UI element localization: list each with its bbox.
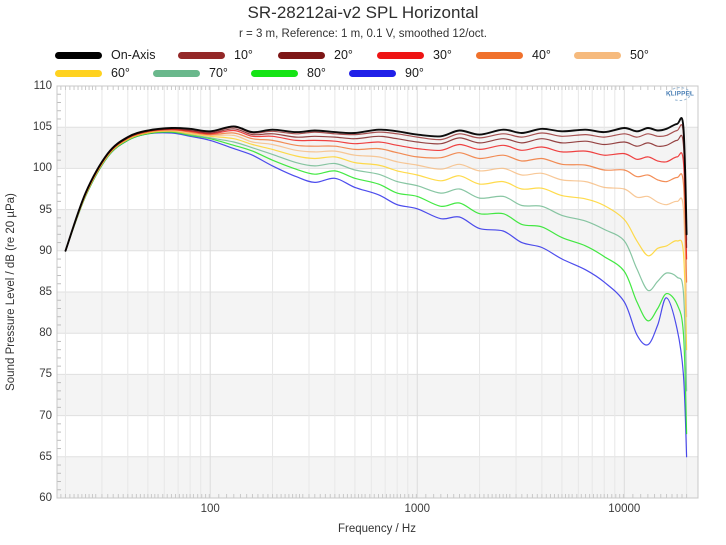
y-tick-label: 60 <box>39 492 52 504</box>
series-curve-40 <box>64 129 688 283</box>
legend-item-label: 20° <box>334 48 353 62</box>
legend-swatch <box>55 51 102 59</box>
legend-item-20[interactable]: 20° <box>278 48 353 62</box>
legend-item-label: 70° <box>209 66 228 80</box>
legend-item-label: 40° <box>532 48 551 62</box>
legend-swatch <box>55 69 102 77</box>
klippel-logo-text: KLIPPEL <box>666 91 694 98</box>
legend-item-label: 90° <box>405 66 424 80</box>
legend-swatch <box>377 51 424 59</box>
series-curve-30 <box>64 129 688 260</box>
y-tick-label: 90 <box>39 244 52 257</box>
series-curve-on-axis <box>64 117 688 252</box>
legend-item-label: 80° <box>307 66 326 80</box>
plot-band <box>57 168 698 210</box>
x-axis-title: Frequency / Hz <box>338 523 416 535</box>
legend-item-60[interactable]: 60° <box>55 66 130 80</box>
legend-swatch <box>251 69 298 77</box>
y-tick-label: 95 <box>39 203 52 216</box>
y-tick-label: 70 <box>39 409 52 422</box>
klippel-logo-arc <box>668 87 691 102</box>
y-tick-label: 105 <box>32 121 52 134</box>
y-tick-label: 65 <box>39 450 52 463</box>
legend-item-label: 10° <box>234 48 253 62</box>
plot-band <box>57 333 698 375</box>
legend-swatch <box>574 51 621 59</box>
plot-band <box>57 374 698 416</box>
legend-swatch <box>278 51 325 59</box>
legend-item-label: 30° <box>433 48 452 62</box>
curves-group <box>64 117 688 458</box>
y-tick-label: 75 <box>39 368 52 381</box>
legend-item-50[interactable]: 50° <box>574 48 649 62</box>
legend-swatch <box>153 69 200 77</box>
legend-item-40[interactable]: 40° <box>476 48 551 62</box>
plot-border <box>56 85 699 499</box>
legend-item-30[interactable]: 30° <box>377 48 452 62</box>
series-curve-90 <box>64 132 688 458</box>
plot-band <box>57 415 698 457</box>
chart-title: SR-28212ai-v2 SPL Horizontal <box>247 3 479 22</box>
legend-swatch <box>349 69 396 77</box>
legend-item-on-axis[interactable]: On-Axis <box>55 48 155 62</box>
y-tick-label: 80 <box>39 327 52 340</box>
plot-band <box>57 86 698 128</box>
legend-swatch <box>178 51 225 59</box>
legend-item-label: 50° <box>630 48 649 62</box>
chart-subtitle: r = 3 m, Reference: 1 m, 0.1 V, smoothed… <box>239 28 487 40</box>
series-curve-20 <box>64 128 688 252</box>
legend-item-90[interactable]: 90° <box>349 66 424 80</box>
plot-band <box>57 456 698 498</box>
y-tick-label: 85 <box>39 286 52 298</box>
series-curve-50 <box>64 129 688 318</box>
plot-band <box>57 292 698 334</box>
legend-item-80[interactable]: 80° <box>251 66 326 80</box>
series-curve-80 <box>64 131 688 435</box>
plot-band <box>57 209 698 251</box>
klippel-logo: KLIPPEL <box>662 84 698 102</box>
y-tick-label: 110 <box>33 80 52 92</box>
legend-item-70[interactable]: 70° <box>153 66 228 80</box>
series-curve-60 <box>64 130 688 351</box>
x-tick-label: 10000 <box>608 503 641 515</box>
x-tick-label: 1000 <box>404 503 431 515</box>
legend-item-label: On-Axis <box>111 48 156 62</box>
legend-swatch <box>476 51 523 59</box>
x-tick-label: 100 <box>200 503 220 515</box>
y-tick-label: 100 <box>32 162 52 175</box>
legend-item-label: 60° <box>111 66 130 80</box>
plot-band <box>57 250 698 292</box>
legend-item-10[interactable]: 10° <box>178 48 253 62</box>
